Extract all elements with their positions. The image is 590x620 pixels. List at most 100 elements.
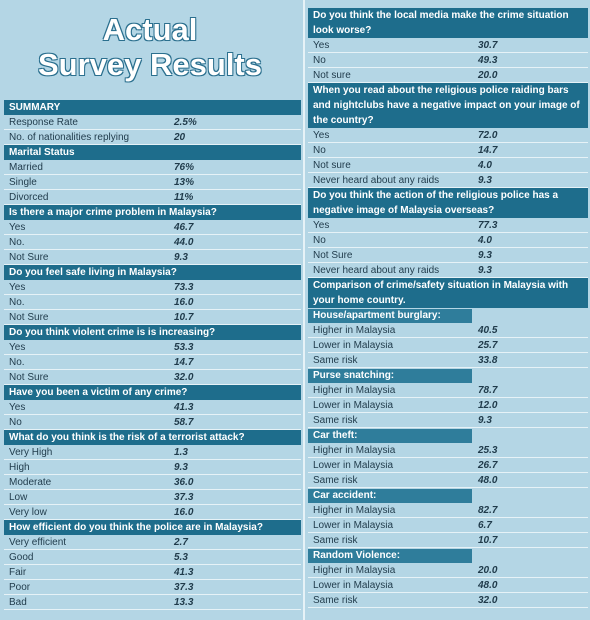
row-label: Same risk: [313, 415, 358, 426]
table-row: Same risk 33.8: [308, 353, 588, 368]
section-heading: Do you think violent crime is is increas…: [4, 325, 301, 340]
row-value: 25.3: [478, 445, 498, 456]
row-value: 16.0: [174, 297, 194, 308]
table-row: No. 16.0: [4, 295, 301, 310]
row-label: Yes: [313, 130, 330, 141]
row-label: No: [313, 145, 326, 156]
row-label: Higher in Malaysia: [313, 445, 396, 456]
row-label: Not Sure: [313, 250, 353, 261]
title: Actual Survey Results: [0, 12, 300, 82]
section-subheading: Car accident:: [308, 489, 472, 503]
row-value: 25.7: [478, 340, 498, 351]
row-value: 26.7: [478, 460, 498, 471]
row-label: Not Sure: [9, 372, 49, 383]
row-label: Lower in Malaysia: [313, 340, 394, 351]
row-label: Single: [9, 177, 37, 188]
row-value: 37.3: [174, 582, 194, 593]
section-heading: Comparison of crime/safety situation in …: [308, 278, 588, 308]
row-label: Lower in Malaysia: [313, 580, 394, 591]
section-heading: Do you think the action of the religious…: [308, 188, 588, 218]
row-value: 72.0: [478, 130, 498, 141]
row-value: 20.0: [478, 565, 498, 576]
row-value: 12.0: [478, 400, 498, 411]
row-value: 40.5: [478, 325, 498, 336]
row-value: 37.3: [174, 492, 194, 503]
row-label: Higher in Malaysia: [313, 325, 396, 336]
row-value: 9.3: [478, 175, 492, 186]
row-label: Response Rate: [9, 117, 78, 128]
table-row: Not Sure 32.0: [4, 370, 301, 385]
table-row: Very High 1.3: [4, 445, 301, 460]
row-label: Yes: [9, 402, 26, 413]
table-row: Same risk 32.0: [308, 593, 588, 608]
table-row: Never heard about any raids 9.3: [308, 263, 588, 278]
table-row: Lower in Malaysia 25.7: [308, 338, 588, 353]
row-label: Moderate: [9, 477, 52, 488]
row-label: Lower in Malaysia: [313, 460, 394, 471]
table-row: Divorced 11%: [4, 190, 301, 205]
table-row: No. 14.7: [4, 355, 301, 370]
row-label: Good: [9, 552, 34, 563]
row-label: No: [9, 417, 22, 428]
table-row: Single 13%: [4, 175, 301, 190]
row-value: 30.7: [478, 40, 498, 51]
table-row: Moderate 36.0: [4, 475, 301, 490]
table-row: Yes 30.7: [308, 38, 588, 53]
table-row: Very efficient 2.7: [4, 535, 301, 550]
section-heading: What do you think is the risk of a terro…: [4, 430, 301, 445]
row-value: 41.3: [174, 567, 194, 578]
row-value: 48.0: [478, 580, 498, 591]
table-row: Not Sure 10.7: [4, 310, 301, 325]
table-row: Yes 46.7: [4, 220, 301, 235]
table-row: Yes 72.0: [308, 128, 588, 143]
table-row: Low 37.3: [4, 490, 301, 505]
title-line: Actual: [102, 12, 198, 47]
row-label: Same risk: [313, 595, 358, 606]
row-value: 14.7: [478, 145, 498, 156]
row-value: 49.3: [478, 55, 498, 66]
table-row: No. of nationalities replying 20: [4, 130, 301, 145]
row-value: 41.3: [174, 402, 194, 413]
row-label: Very low: [9, 507, 47, 518]
row-label: No: [313, 235, 326, 246]
section-subheading: House/apartment burglary:: [308, 309, 472, 323]
row-label: Lower in Malaysia: [313, 400, 394, 411]
table-row: Never heard about any raids 9.3: [308, 173, 588, 188]
row-label: Yes: [9, 282, 26, 293]
row-label: Never heard about any raids: [313, 265, 440, 276]
row-label: Same risk: [313, 475, 358, 486]
section-heading: When you read about the religious police…: [308, 83, 588, 128]
table-row: Higher in Malaysia 40.5: [308, 323, 588, 338]
row-value: 9.3: [478, 250, 492, 261]
right-column: Do you think the local media make the cr…: [308, 8, 588, 608]
left-column: SUMMARY Response Rate 2.5% No. of nationali…: [4, 100, 301, 610]
row-value: 13.3: [174, 597, 194, 608]
title-line: Survey Results: [38, 47, 262, 82]
row-value: 46.7: [174, 222, 194, 233]
section-subheading: Car theft:: [308, 429, 472, 443]
row-label: Not Sure: [9, 312, 49, 323]
row-label: Poor: [9, 582, 31, 593]
row-label: Same risk: [313, 535, 358, 546]
table-row: Lower in Malaysia 48.0: [308, 578, 588, 593]
row-label: No. of nationalities replying: [9, 132, 130, 143]
table-row: Not Sure 9.3: [4, 250, 301, 265]
table-row: Higher in Malaysia 20.0: [308, 563, 588, 578]
table-row: Married 76%: [4, 160, 301, 175]
row-label: Not Sure: [9, 252, 49, 263]
table-row: Higher in Malaysia 25.3: [308, 443, 588, 458]
row-label: Very efficient: [9, 537, 67, 548]
row-value: 5.3: [174, 552, 188, 563]
table-row: Lower in Malaysia 26.7: [308, 458, 588, 473]
table-row: Lower in Malaysia 6.7: [308, 518, 588, 533]
table-row: Very low 16.0: [4, 505, 301, 520]
row-label: Yes: [9, 342, 26, 353]
row-value: 10.7: [174, 312, 194, 323]
row-label: Low: [9, 492, 28, 503]
table-row: Poor 37.3: [4, 580, 301, 595]
divider: [303, 0, 305, 620]
row-label: Yes: [313, 40, 330, 51]
row-label: Higher in Malaysia: [313, 385, 396, 396]
table-row: Not Sure 9.3: [308, 248, 588, 263]
